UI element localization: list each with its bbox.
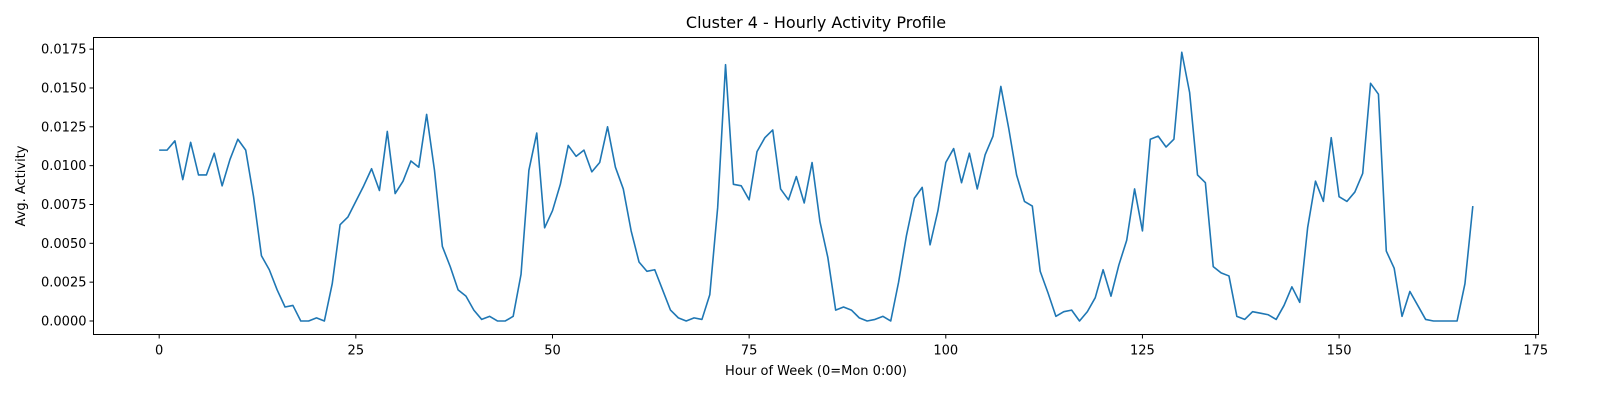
y-tick-label: 0.0000 xyxy=(41,314,87,329)
y-axis-label: Avg. Activity xyxy=(14,145,29,226)
plot-frame xyxy=(93,37,1539,335)
y-tick-label: 0.0025 xyxy=(41,276,87,291)
x-tick-label: 50 xyxy=(544,344,561,359)
x-axis: 0 25 50 75 100 125 150 175 xyxy=(155,334,1548,359)
y-tick-label: 0.0075 xyxy=(41,198,87,213)
x-tick-label: 175 xyxy=(1523,344,1548,359)
chart-title: Cluster 4 - Hourly Activity Profile xyxy=(686,13,946,32)
y-axis: 0.0000 0.0025 0.0050 0.0075 0.0100 0.0125 0.01… xyxy=(41,43,94,329)
x-tick-label: 100 xyxy=(933,344,958,359)
x-tick-label: 75 xyxy=(741,344,758,359)
y-tick-label: 0.0050 xyxy=(41,237,87,252)
y-tick-label: 0.0150 xyxy=(41,81,87,96)
x-axis-label: Hour of Week (0=Mon 0:00) xyxy=(725,364,907,379)
x-tick-label: 0 xyxy=(155,344,163,359)
x-tick-label: 25 xyxy=(348,344,365,359)
series-line xyxy=(159,51,1474,322)
plot-area xyxy=(159,51,1474,322)
x-tick-label: 150 xyxy=(1327,344,1352,359)
y-tick-label: 0.0125 xyxy=(41,120,87,135)
y-tick-label: 0.0175 xyxy=(41,43,87,58)
x-tick-label: 125 xyxy=(1130,344,1155,359)
y-tick-label: 0.0100 xyxy=(41,159,87,174)
